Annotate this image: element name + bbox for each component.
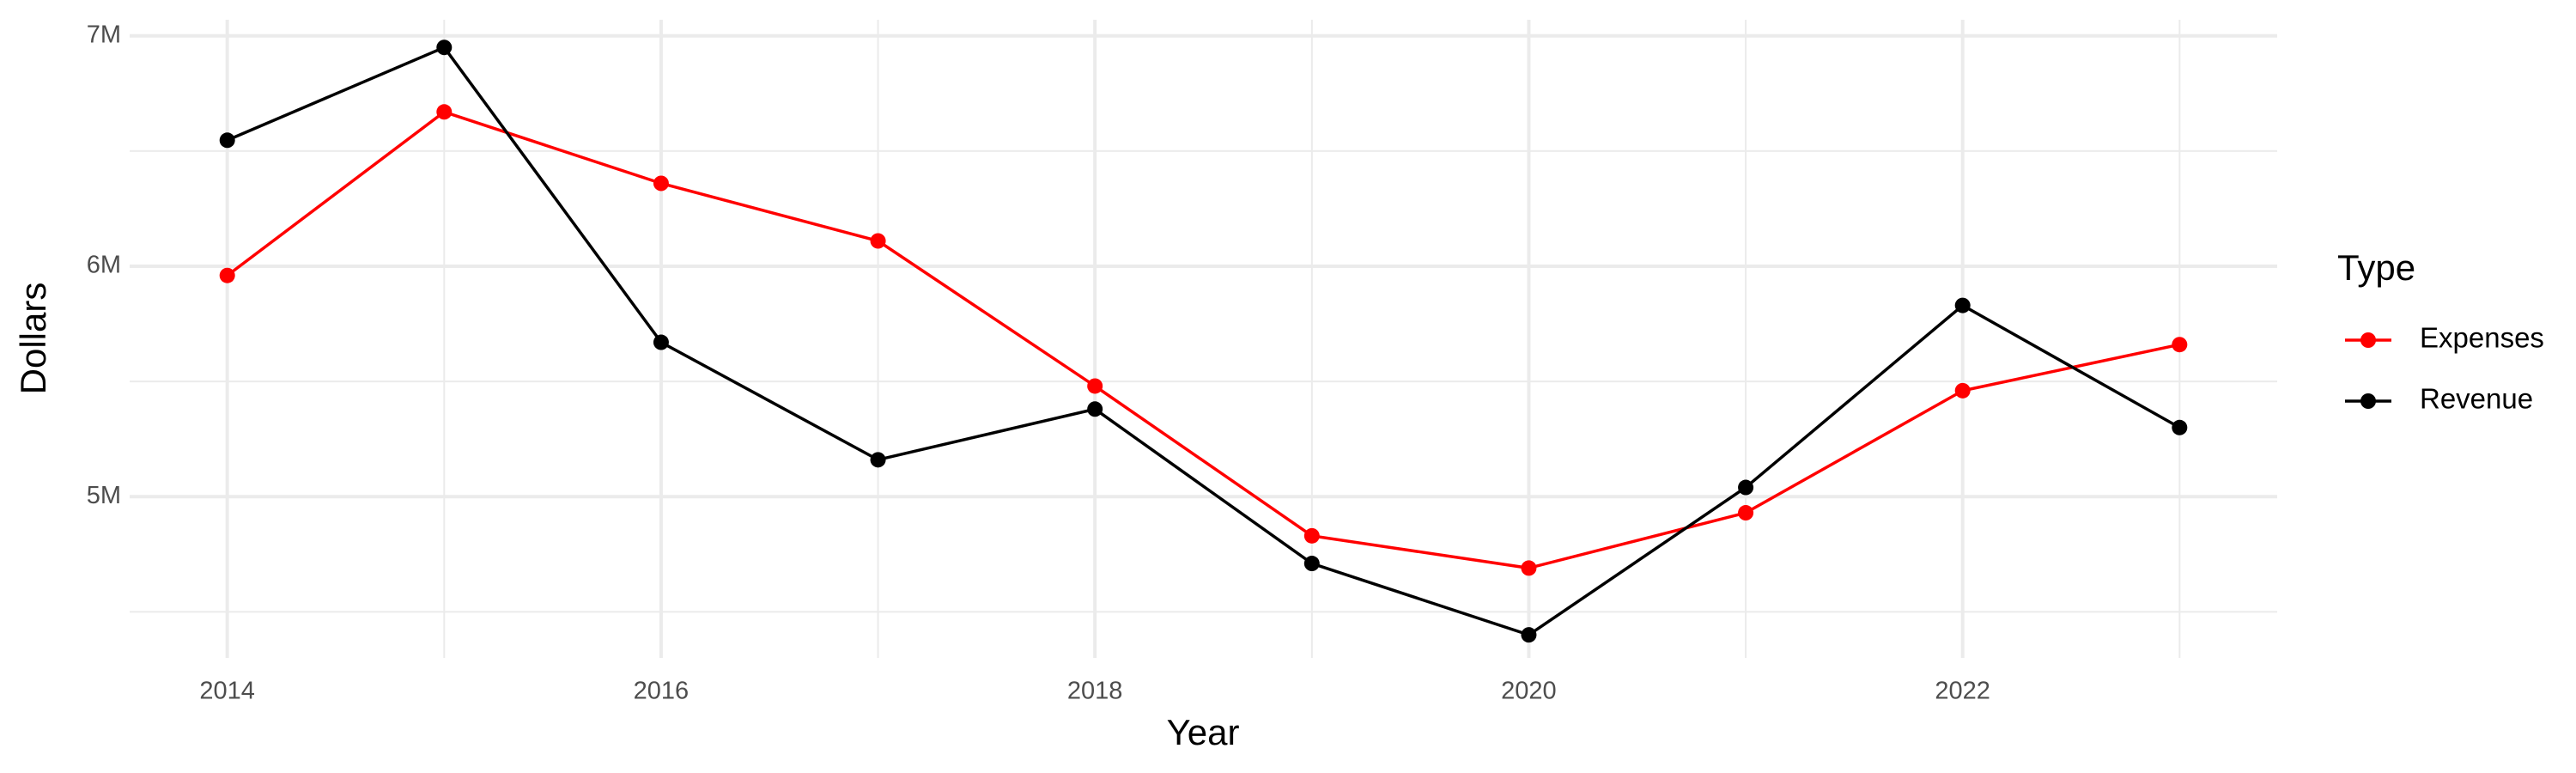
legend-key-point — [2360, 332, 2376, 348]
x-tick-label: 2020 — [1501, 678, 1557, 705]
data-point — [1303, 527, 1320, 544]
data-point — [436, 40, 453, 56]
series-line — [226, 46, 2181, 637]
x-tick-label: 2016 — [634, 678, 690, 705]
legend-key-point — [2360, 393, 2376, 409]
data-point — [1303, 556, 1320, 572]
y-tick-label: 5M — [87, 482, 121, 509]
data-point — [2172, 337, 2188, 353]
data-point — [1087, 401, 1103, 417]
legend-label: Expenses — [2420, 322, 2544, 354]
data-point — [1954, 297, 1971, 313]
legend-title: Type — [2337, 247, 2415, 288]
legend-label: Revenue — [2420, 383, 2533, 415]
data-point — [870, 452, 886, 468]
data-point — [1521, 560, 1537, 576]
data-point — [1738, 505, 1754, 521]
data-point — [436, 104, 453, 120]
data-point — [219, 267, 235, 283]
y-axis-title: Dollars — [13, 283, 53, 395]
series-line — [226, 110, 2180, 570]
data-point — [1954, 382, 1971, 399]
x-axis-title: Year — [1167, 712, 1240, 752]
x-tick-label: 2018 — [1067, 678, 1123, 705]
data-point — [1521, 627, 1537, 643]
data-point — [653, 175, 669, 192]
data-point — [1087, 378, 1103, 394]
data-point — [1738, 479, 1754, 496]
data-point — [870, 233, 886, 249]
data-point — [219, 132, 235, 149]
data-point — [2172, 419, 2188, 435]
y-tick-label: 6M — [87, 252, 121, 279]
data-point — [653, 334, 669, 350]
x-tick-label: 2022 — [1935, 678, 1990, 705]
x-tick-label: 2014 — [199, 678, 255, 705]
y-tick-label: 7M — [87, 21, 121, 48]
